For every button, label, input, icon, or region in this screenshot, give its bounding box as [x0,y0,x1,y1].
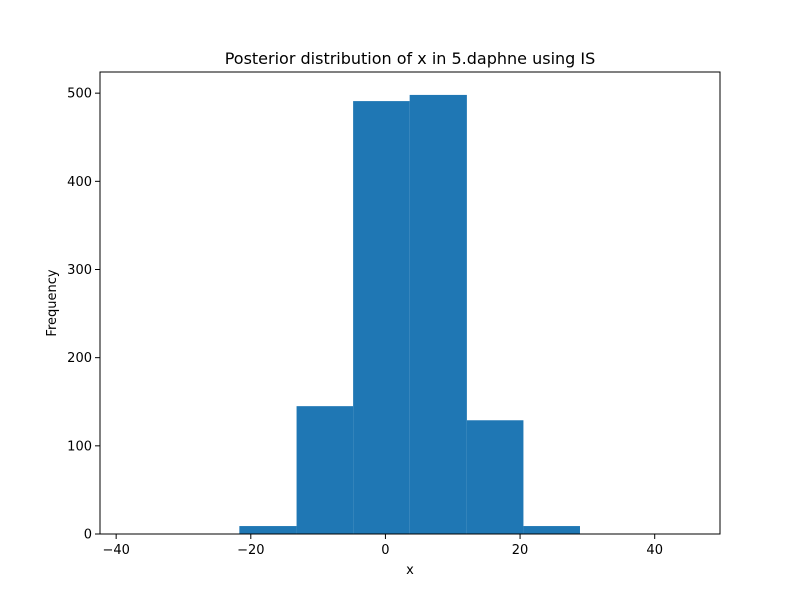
x-tick-label-1: −20 [237,543,264,558]
x-axis-label: x [406,563,414,578]
y-axis-label: Frequency [45,269,60,336]
y-axis-ticks: 0 100 200 300 400 500 [67,87,100,543]
y-tick-label-2: 200 [67,351,92,366]
x-tick-label-2: 0 [381,543,389,558]
x-tick-label-0: −40 [102,543,129,558]
histogram-bar-7 [523,526,580,534]
x-axis-ticks: −40 −20 0 20 40 [102,534,663,558]
x-tick-label-4: 40 [646,543,663,558]
x-tick-label-3: 20 [512,543,529,558]
y-tick-label-5: 500 [67,87,92,102]
histogram-bar-3 [296,406,354,534]
y-tick-label-3: 300 [67,263,92,278]
y-tick-label-0: 0 [84,528,92,543]
histogram-bar-4 [353,101,410,534]
bars-group [239,94,580,535]
plot-frame [99,71,721,535]
y-tick-label-1: 100 [67,439,92,454]
histogram-bar-5 [409,94,467,535]
y-tick-label-4: 400 [67,175,92,190]
histogram-bar-6 [466,420,524,534]
histogram-bar-2 [239,526,297,534]
chart-title: Posterior distribution of x in 5.daphne … [225,49,596,68]
